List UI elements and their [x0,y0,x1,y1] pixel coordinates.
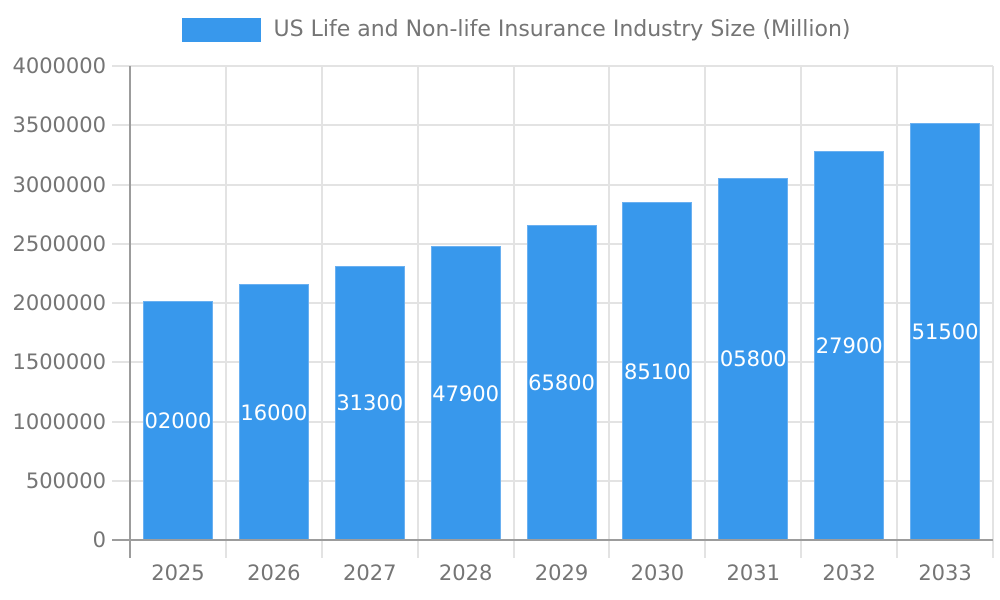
bar-value-label: 2658000 [528,371,596,395]
v-gridline [800,66,803,558]
x-tick-label: 2033 [918,561,972,585]
v-gridline [224,66,227,558]
legend-swatch [181,17,261,42]
bar-value-label: 3058000 [719,347,787,372]
bar: 3279000 [814,151,885,540]
bar-value-label: 3279000 [815,334,883,359]
h-gridline [112,124,993,127]
y-tick-label: 3500000 [12,113,106,138]
y-tick-label: 500000 [25,468,106,493]
v-gridline [896,66,899,558]
h-gridline [112,183,993,186]
y-tick-label: 0 [92,528,106,552]
bar-value-label: 2020000 [144,408,212,433]
bar-value-label: 3515000 [911,320,979,345]
bar-value-label: 2313000 [336,391,404,416]
y-tick-label: 2000000 [12,291,106,315]
y-tick-label: 3000000 [12,172,106,197]
y-tick-label: 1500000 [12,350,106,375]
v-gridline [416,66,419,558]
v-gridline [608,66,611,558]
bar: 2160000 [238,284,309,540]
v-gridline [320,66,323,558]
bar: 2658000 [526,225,597,540]
x-tick-label: 2032 [822,561,876,585]
x-tick-label: 2027 [342,561,397,585]
bar: 2851000 [622,202,693,540]
y-tick-label: 4000000 [12,54,106,78]
x-tick-label: 2030 [630,561,685,585]
v-gridline [704,66,707,558]
x-tick-label: 2025 [151,561,205,585]
x-tick-label: 2028 [438,561,493,585]
y-axis-line [129,66,131,558]
h-gridline [112,65,993,67]
bar-value-label: 2160000 [240,400,308,425]
x-axis-line [112,539,993,541]
y-tick-label: 1000000 [12,409,106,434]
legend-label: US Life and Non-life Insurance Industry … [273,17,851,42]
bar-value-label: 2479000 [432,381,500,406]
x-tick-label: 2026 [247,561,301,585]
bar-value-label: 2851000 [623,359,691,384]
bar: 3515000 [910,123,981,540]
bar: 2020000 [142,300,213,540]
y-tick-label: 2500000 [12,231,106,256]
x-tick-label: 2031 [726,561,780,585]
v-gridline [992,66,994,558]
legend: US Life and Non-life Insurance Industry … [16,17,1000,42]
v-gridline [512,66,515,558]
bar: 3058000 [718,177,789,540]
bar: 2313000 [334,265,405,540]
x-tick-label: 2029 [534,561,589,585]
bar: 2479000 [430,246,501,540]
